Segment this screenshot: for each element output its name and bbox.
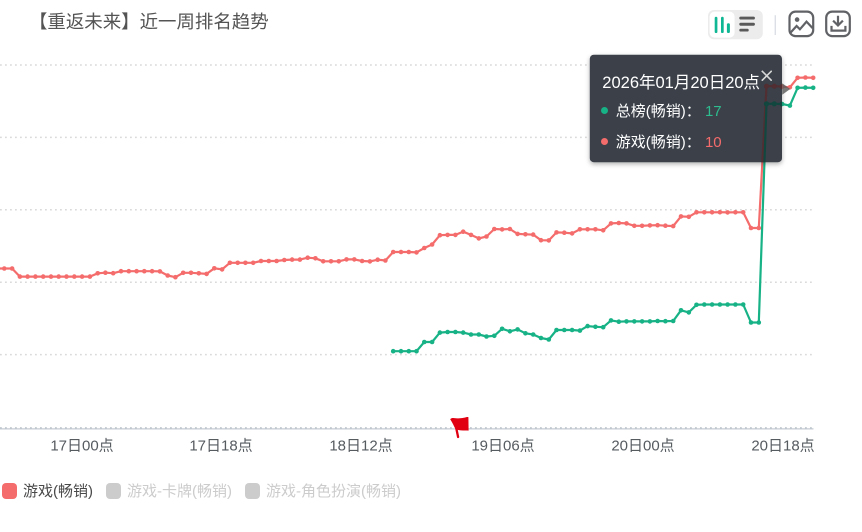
svg-text:19日06点: 19日06点 (471, 438, 534, 455)
svg-text:17日18点: 17日18点 (189, 438, 252, 455)
svg-text:17日00点: 17日00点 (50, 438, 113, 455)
svg-text:20日00点: 20日00点 (611, 438, 674, 455)
svg-text:18日12点: 18日12点 (329, 438, 392, 455)
svg-text:20日18点: 20日18点 (751, 438, 814, 455)
